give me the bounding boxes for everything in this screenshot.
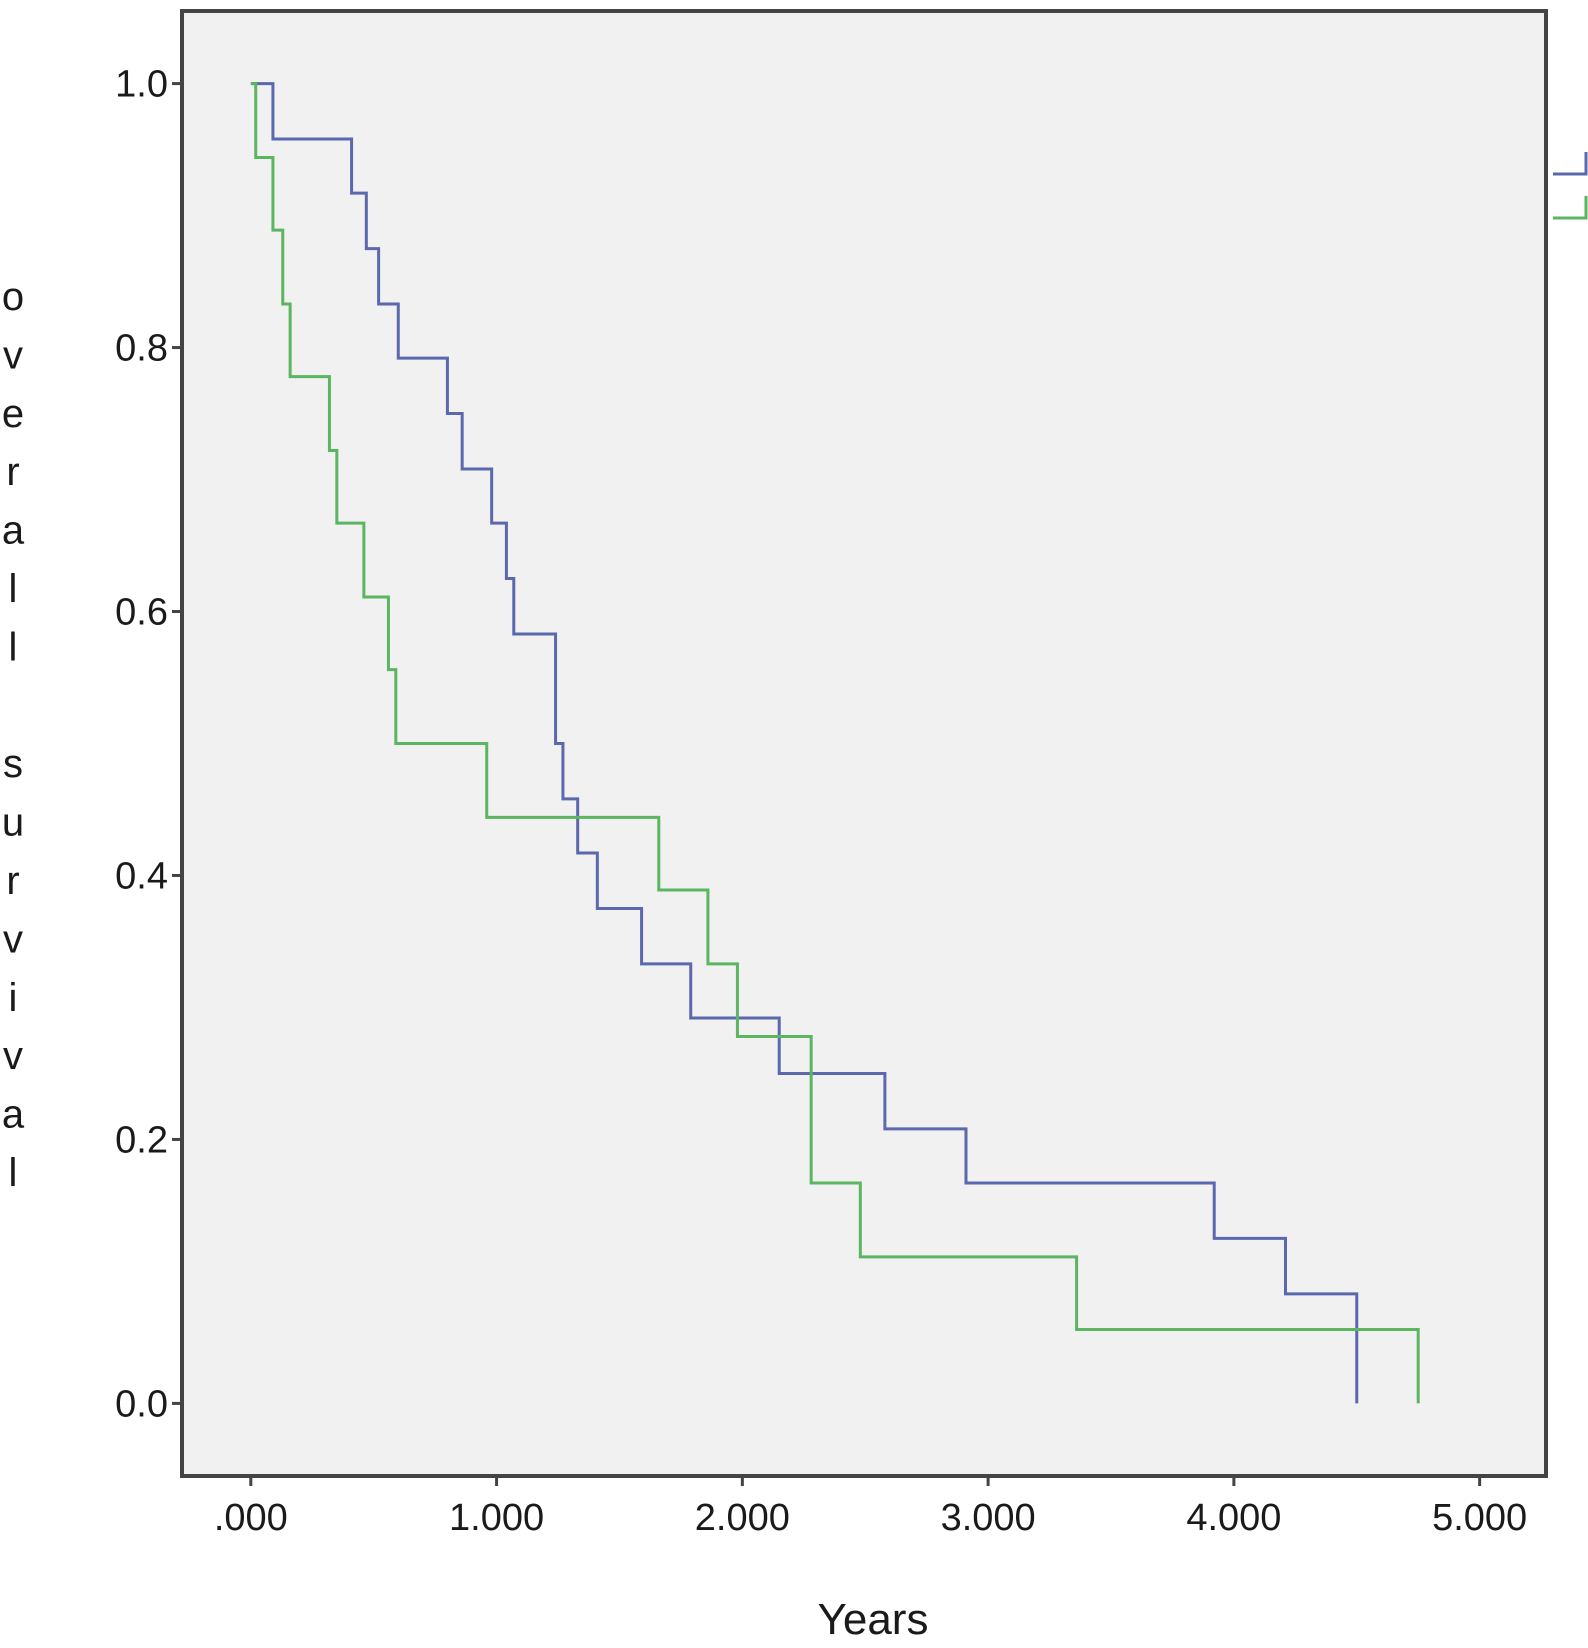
x-tick-label: .000 — [214, 1497, 288, 1539]
y-axis-title-letter: i — [9, 976, 18, 1020]
x-tick-label: 2.000 — [695, 1497, 790, 1539]
x-tick-label: 1.000 — [449, 1497, 544, 1539]
legend-symbol-1 — [1553, 152, 1588, 176]
y-tick-label: 0.8 — [115, 328, 168, 370]
y-axis-title-letter: l — [9, 567, 18, 611]
x-tick-label: 4.000 — [1186, 1497, 1281, 1539]
y-axis-title-letter: a — [2, 509, 25, 553]
y-axis-title-letter: o — [2, 275, 24, 319]
y-axis-title-letter: r — [6, 859, 19, 903]
survival-curve-1 — [250, 82, 1359, 1404]
y-axis-title-letter: a — [2, 1093, 25, 1137]
legend-symbol-2 — [1553, 196, 1588, 220]
y-axis-title-letter: r — [6, 450, 19, 494]
y-axis-title-letter: e — [2, 392, 24, 436]
y-axis-title-letter: v — [3, 917, 23, 961]
y-axis: 0.0 0.2 0.4 0.6 0.8 1.0 — [115, 64, 182, 1425]
y-axis-title-letter: s — [3, 742, 23, 786]
series-layer — [250, 82, 1420, 1404]
x-axis-title: Years — [818, 1595, 929, 1644]
y-axis-title-letter: v — [3, 1034, 23, 1078]
x-tick-label: 3.000 — [941, 1497, 1036, 1539]
y-tick-label: 0.0 — [115, 1383, 168, 1425]
x-axis: .000 1.000 2.000 3.000 4.000 5.000 — [214, 1476, 1527, 1539]
x-tick-label: 5.000 — [1432, 1497, 1527, 1539]
y-tick-label: 0.2 — [115, 1119, 168, 1161]
y-axis-title-letter: v — [3, 333, 23, 377]
y-tick-label: 0.6 — [115, 592, 168, 634]
y-tick-label: 0.4 — [115, 855, 168, 897]
survival-curve-2 — [250, 82, 1420, 1404]
y-axis-title-letter: l — [9, 1151, 18, 1195]
legend — [1553, 152, 1588, 220]
y-tick-label: 1.0 — [115, 64, 168, 106]
y-axis-title-letter: l — [9, 625, 18, 669]
y-axis-title-letter: u — [2, 801, 24, 845]
